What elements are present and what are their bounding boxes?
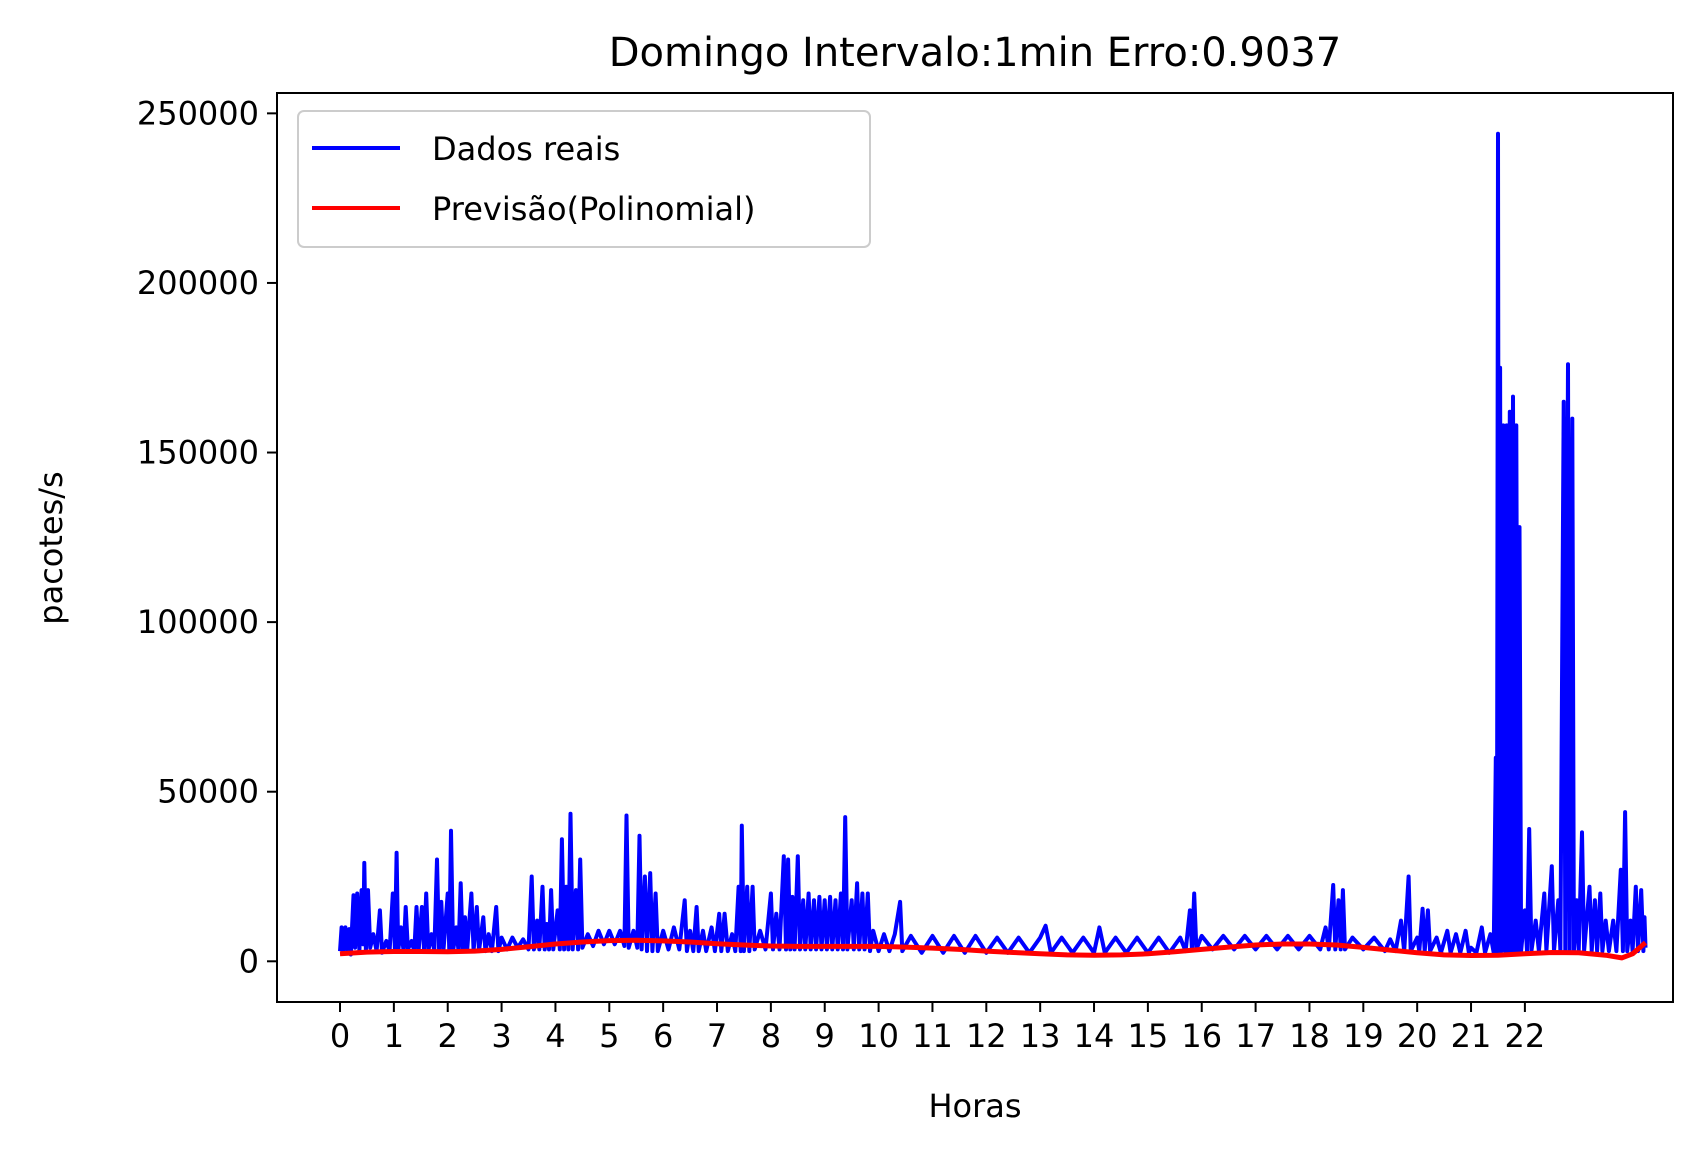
x-tick-label: 13 (1020, 1017, 1061, 1055)
series-previsao-polinomial (339, 937, 1648, 961)
legend: Dados reais Previsão(Polinomial) (297, 110, 871, 248)
x-tick-label: 3 (491, 1017, 511, 1055)
x-tick-label: 1 (384, 1017, 404, 1055)
y-tick-label: 250000 (137, 94, 259, 132)
x-tick-label: 8 (761, 1017, 781, 1055)
x-tick-label: 15 (1128, 1017, 1169, 1055)
x-tick-label: 2 (438, 1017, 458, 1055)
x-tick-label: 18 (1289, 1017, 1330, 1055)
x-tick-label: 0 (330, 1017, 350, 1055)
x-axis-title: Horas (928, 1087, 1021, 1125)
x-tick-label: 10 (858, 1017, 899, 1055)
legend-box (297, 110, 871, 248)
y-tick-label: 200000 (137, 264, 259, 302)
x-tick-label: 21 (1451, 1017, 1492, 1055)
legend-label-dados-reais: Dados reais (432, 130, 620, 168)
x-tick-label: 14 (1074, 1017, 1115, 1055)
x-tick-label: 20 (1397, 1017, 1438, 1055)
plot-frame (276, 92, 1674, 1003)
x-tick-label: 5 (599, 1017, 619, 1055)
y-axis: 0 50000 100000 150000 200000 250000 (137, 94, 277, 980)
x-tick-label: 19 (1343, 1017, 1384, 1055)
x-tick-label: 11 (912, 1017, 953, 1055)
x-tick-label: 4 (545, 1017, 565, 1055)
chart-title: Domingo Intervalo:1min Erro:0.9037 (609, 30, 1342, 76)
x-tick-label: 12 (966, 1017, 1007, 1055)
x-tick-label: 22 (1505, 1017, 1546, 1055)
x-tick-label: 9 (815, 1017, 835, 1055)
plot-area (338, 131, 1648, 961)
x-axis: 0 1 2 3 4 5 6 7 8 9 10 11 12 13 14 15 16 17 18 19 20 21 22 (330, 1002, 1545, 1055)
y-tick-label: 0 (239, 942, 259, 980)
y-axis-title: pacotes/s (32, 471, 70, 624)
x-tick-label: 17 (1235, 1017, 1276, 1055)
y-tick-label: 100000 (137, 603, 259, 641)
y-tick-label: 150000 (137, 434, 259, 472)
series-dados-reais (338, 131, 1648, 957)
legend-label-previsao: Previsão(Polinomial) (432, 190, 755, 228)
x-tick-label: 6 (653, 1017, 673, 1055)
x-tick-label: 7 (707, 1017, 727, 1055)
x-tick-label: 16 (1181, 1017, 1222, 1055)
y-tick-label: 50000 (157, 773, 259, 811)
